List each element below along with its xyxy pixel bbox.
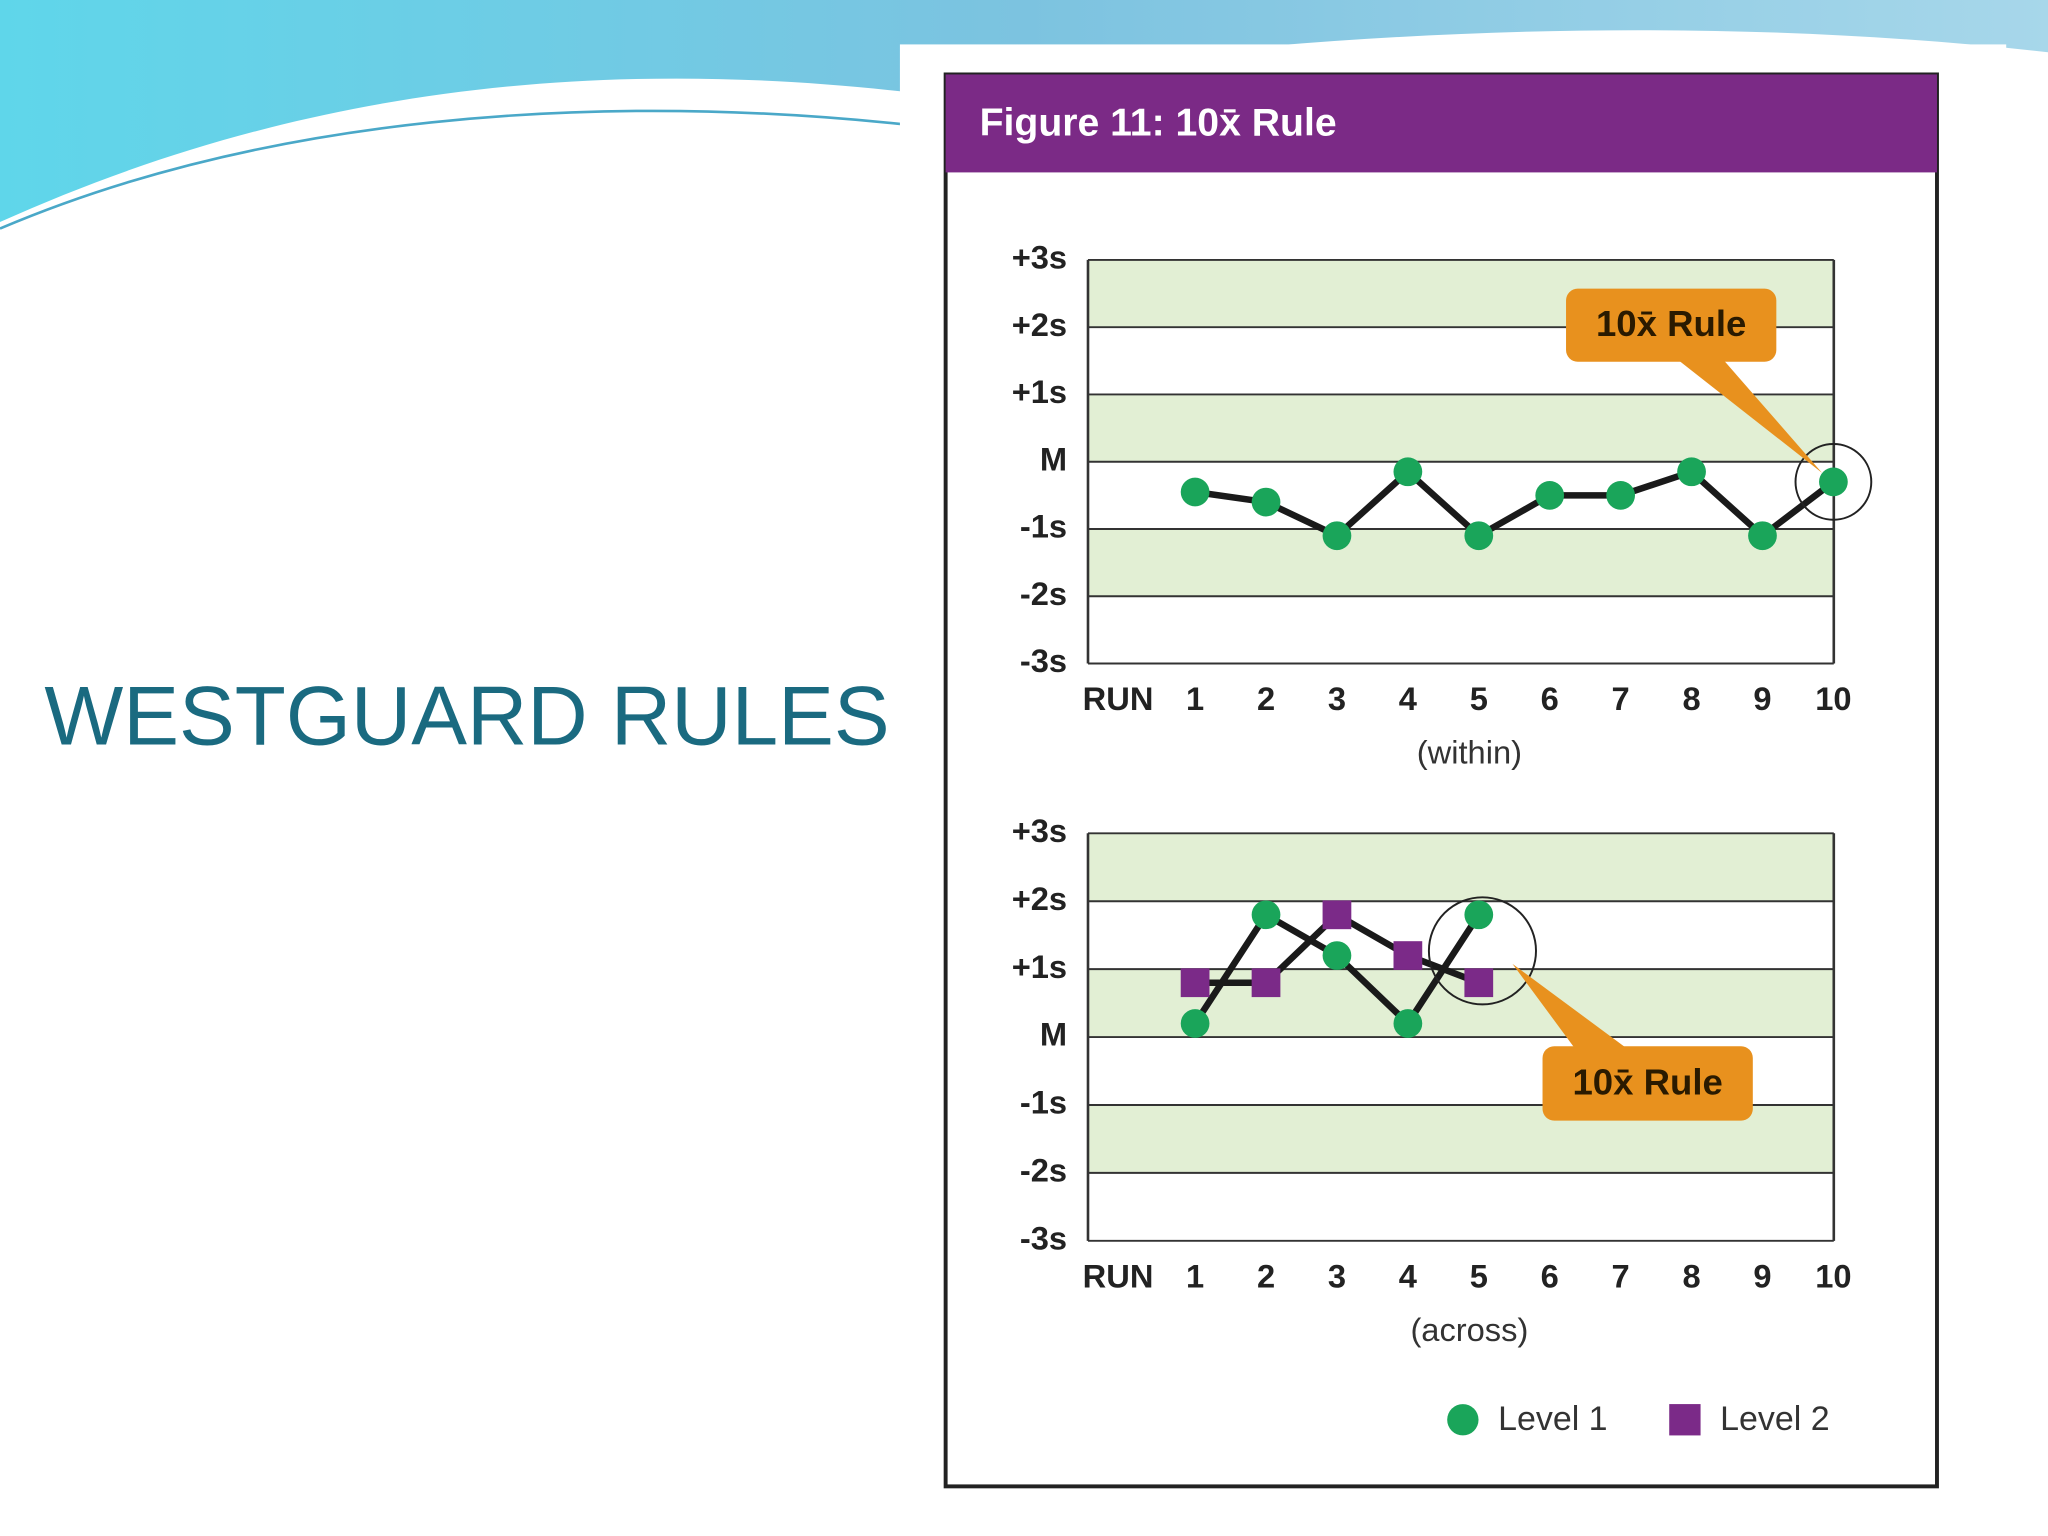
x-tick-label: 10	[1815, 1257, 1851, 1294]
point	[1322, 941, 1352, 970]
x-tick-label: 9	[1753, 680, 1771, 717]
x-axis-label: (within)	[1417, 734, 1522, 771]
point	[1322, 521, 1352, 551]
figure-title: Figure 11: 10x̄ Rule	[980, 102, 1337, 145]
x-tick-label: 1	[1186, 1257, 1204, 1294]
point	[1464, 521, 1494, 551]
band	[1088, 394, 1834, 462]
point	[1535, 480, 1565, 510]
x-tick-label: 6	[1541, 680, 1559, 717]
series-line	[1194, 468, 1836, 539]
slide-title: WESTGUARD RULES	[44, 668, 889, 762]
annotation: 10x̄ Rule	[1596, 303, 1746, 344]
highlight-circle	[1794, 443, 1873, 521]
callout-box	[1566, 288, 1777, 362]
y-tick-label: -2s	[1020, 1152, 1067, 1189]
point	[1393, 1009, 1423, 1038]
x-tick-label: 1	[1186, 680, 1204, 717]
wave-decoration	[0, 0, 2048, 223]
point	[1606, 480, 1636, 510]
point	[1464, 900, 1494, 930]
point	[1393, 457, 1423, 487]
band	[1088, 833, 1834, 902]
y-tick-label: -1s	[1020, 508, 1067, 545]
x-axis-name: RUN	[1083, 1257, 1154, 1294]
x-tick-label: 6	[1541, 1257, 1559, 1294]
y-tick-label: M	[1040, 440, 1067, 477]
figure-header	[945, 74, 1937, 173]
legend-swatch	[1669, 1404, 1701, 1436]
point	[1677, 457, 1706, 487]
y-tick-label: M	[1040, 1016, 1067, 1053]
y-tick-label: +2s	[1012, 880, 1067, 917]
callout-box	[1542, 1046, 1753, 1121]
y-tick-label: -3s	[1020, 642, 1067, 679]
x-tick-label: 7	[1612, 1257, 1630, 1294]
x-tick-label: 2	[1257, 1257, 1275, 1294]
x-tick-label: 9	[1753, 1257, 1771, 1294]
y-tick-label: -3s	[1020, 1219, 1067, 1256]
annotation: 10x̄ Rule	[1572, 1061, 1722, 1102]
x-tick-label: 8	[1682, 1257, 1700, 1294]
x-axis-name: RUN	[1083, 680, 1154, 717]
x-tick-label: 7	[1612, 680, 1630, 717]
legend-swatch	[1447, 1404, 1479, 1436]
point	[1180, 968, 1210, 998]
legend-label: Level 1	[1498, 1400, 1607, 1438]
point	[1322, 900, 1352, 930]
y-tick-label: +1s	[1012, 373, 1067, 410]
band	[1088, 528, 1834, 597]
charts: +3s +2s +1s M -1s -2s -3s RUN 1 2 3 4 5 6 7 8 9 10 (within…	[1012, 239, 1873, 1438]
point	[1251, 968, 1281, 998]
y-tick-label: +3s	[1012, 239, 1067, 276]
x-tick-label: 4	[1399, 680, 1417, 717]
point	[1393, 941, 1423, 970]
x-tick-label: 3	[1328, 680, 1346, 717]
legend-label: Level 2	[1720, 1400, 1829, 1438]
x-tick-label: 10	[1815, 680, 1851, 717]
x-tick-label: 2	[1257, 680, 1275, 717]
point	[1819, 467, 1848, 497]
point	[1180, 477, 1210, 507]
highlight-circle	[1427, 896, 1537, 1006]
y-tick-label: +2s	[1012, 306, 1067, 343]
x-tick-label: 5	[1470, 680, 1488, 717]
point	[1251, 487, 1281, 517]
point	[1180, 1009, 1210, 1038]
y-tick-label: -2s	[1020, 575, 1067, 612]
point	[1748, 521, 1777, 551]
x-tick-label: 3	[1328, 1257, 1346, 1294]
point	[1251, 900, 1281, 930]
y-tick-label: +1s	[1012, 948, 1067, 985]
x-tick-label: 4	[1399, 1257, 1417, 1294]
y-tick-label: -1s	[1020, 1084, 1067, 1121]
callout-pointer	[1512, 963, 1628, 1049]
x-tick-label: 8	[1682, 680, 1700, 717]
x-axis-label: (across)	[1410, 1311, 1528, 1348]
wave-line	[0, 109, 902, 230]
point	[1464, 968, 1494, 998]
x-tick-label: 5	[1470, 1257, 1488, 1294]
y-tick-label: +3s	[1012, 812, 1067, 849]
